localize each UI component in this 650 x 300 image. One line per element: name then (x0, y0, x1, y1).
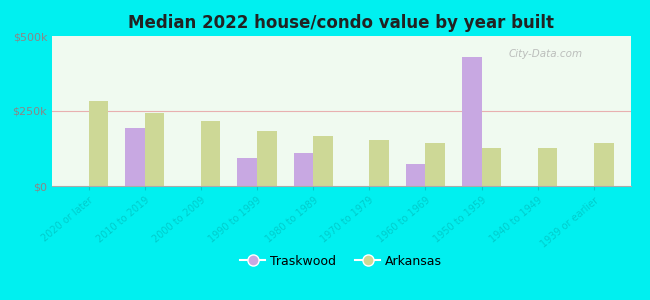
Bar (237, 158, 257, 186)
Bar (369, 140, 389, 186)
Bar (257, 131, 277, 186)
Bar (406, 164, 426, 186)
Bar (201, 121, 220, 186)
Bar (426, 143, 445, 186)
Bar (538, 148, 558, 186)
Bar (313, 136, 333, 186)
Bar (88, 100, 108, 186)
Legend: Traskwood, Arkansas: Traskwood, Arkansas (235, 250, 447, 273)
Title: Median 2022 house/condo value by year built: Median 2022 house/condo value by year bu… (128, 14, 554, 32)
Bar (594, 143, 614, 186)
Bar (462, 57, 482, 186)
Bar (125, 128, 145, 186)
Bar (482, 148, 501, 186)
Bar (294, 153, 313, 186)
Text: City-Data.com: City-Data.com (509, 49, 583, 59)
Bar (145, 113, 164, 186)
